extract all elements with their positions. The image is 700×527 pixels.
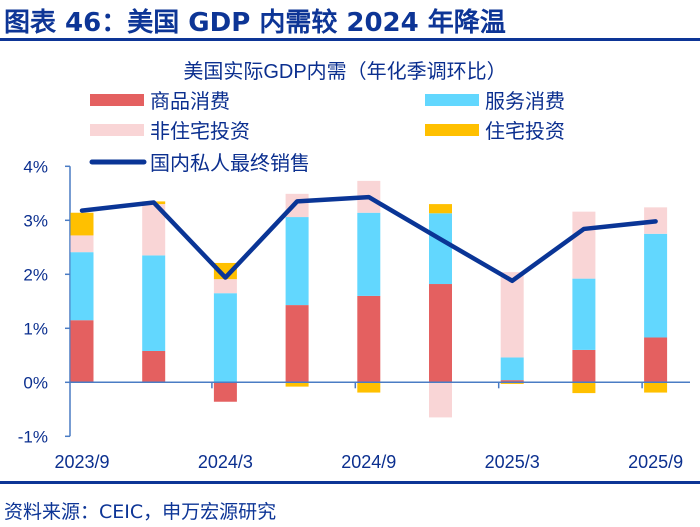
bar-4-8 [572, 382, 596, 394]
bar-2-9 [644, 233, 668, 338]
source-note: 资料来源：CEIC，申万宏源研究 [4, 501, 277, 523]
x-tick-label: 2024/3 [198, 452, 253, 472]
legend-label: 商品消费 [150, 90, 230, 113]
bar-3-2 [142, 204, 166, 256]
bar-1-9 [644, 337, 668, 383]
title-divider [0, 38, 700, 41]
legend-label: 非住宅投资 [150, 120, 250, 143]
bar-4-9 [644, 382, 668, 393]
bar-2-4 [285, 217, 309, 306]
bar-1-6 [429, 284, 452, 383]
bar-3-7 [500, 272, 524, 358]
bar-3-3 [213, 279, 237, 294]
x-tick-label: 2024/9 [341, 452, 396, 472]
bar-4-4 [285, 382, 309, 387]
bars [70, 180, 690, 418]
legend-swatch [90, 124, 144, 136]
bar-2-7 [500, 357, 524, 381]
y-tick-label: 3% [23, 211, 48, 230]
bar-2-8 [572, 278, 596, 350]
y-tick-label: 0% [23, 373, 48, 392]
bar-3-8 [572, 211, 596, 279]
x-tick-label: 2025/9 [628, 452, 683, 472]
y-tick-label: 4% [23, 157, 48, 176]
legend-label: 国内私人最终销售 [150, 152, 310, 175]
bar-1-1 [70, 320, 94, 383]
y-tick-label: 1% [23, 319, 48, 338]
bar-2-2 [142, 255, 166, 351]
bar-4-3 [213, 262, 237, 280]
x-tick-label: 2023/9 [54, 452, 109, 472]
bar-3-4 [285, 193, 309, 218]
bar-2-6 [429, 213, 452, 285]
bar-4-7 [500, 382, 524, 384]
bar-1-3 [213, 382, 237, 402]
legend-label: 服务消费 [485, 90, 565, 113]
legend-swatch [425, 94, 479, 106]
bar-4-1 [70, 212, 94, 236]
figure-title: 图表 46：美国 GDP 内需较 2024 年降温 [4, 8, 506, 38]
bar-2-1 [70, 252, 94, 321]
legend-label: 住宅投资 [485, 120, 565, 143]
y-tick-label: 2% [23, 265, 48, 284]
lines [79, 194, 658, 284]
legend-swatch [90, 94, 144, 106]
bar-1-8 [572, 349, 596, 383]
bar-2-3 [213, 293, 237, 383]
x-tick-label: 2025/3 [485, 452, 540, 472]
bar-2-5 [357, 212, 381, 296]
footer-divider [0, 481, 700, 484]
bar-3-1 [70, 235, 94, 253]
bar-4-6 [429, 204, 452, 214]
legend-swatch [425, 124, 479, 136]
y-tick-label: -1% [18, 427, 48, 446]
bar-3-6 [429, 382, 452, 418]
bar-1-4 [285, 305, 309, 383]
bar-1-2 [142, 350, 166, 383]
bar-1-7 [500, 380, 524, 383]
bar-1-5 [357, 295, 381, 383]
bar-4-5 [357, 382, 381, 393]
chart-title: 美国实际GDP内需（年化季调环比） [183, 60, 506, 83]
